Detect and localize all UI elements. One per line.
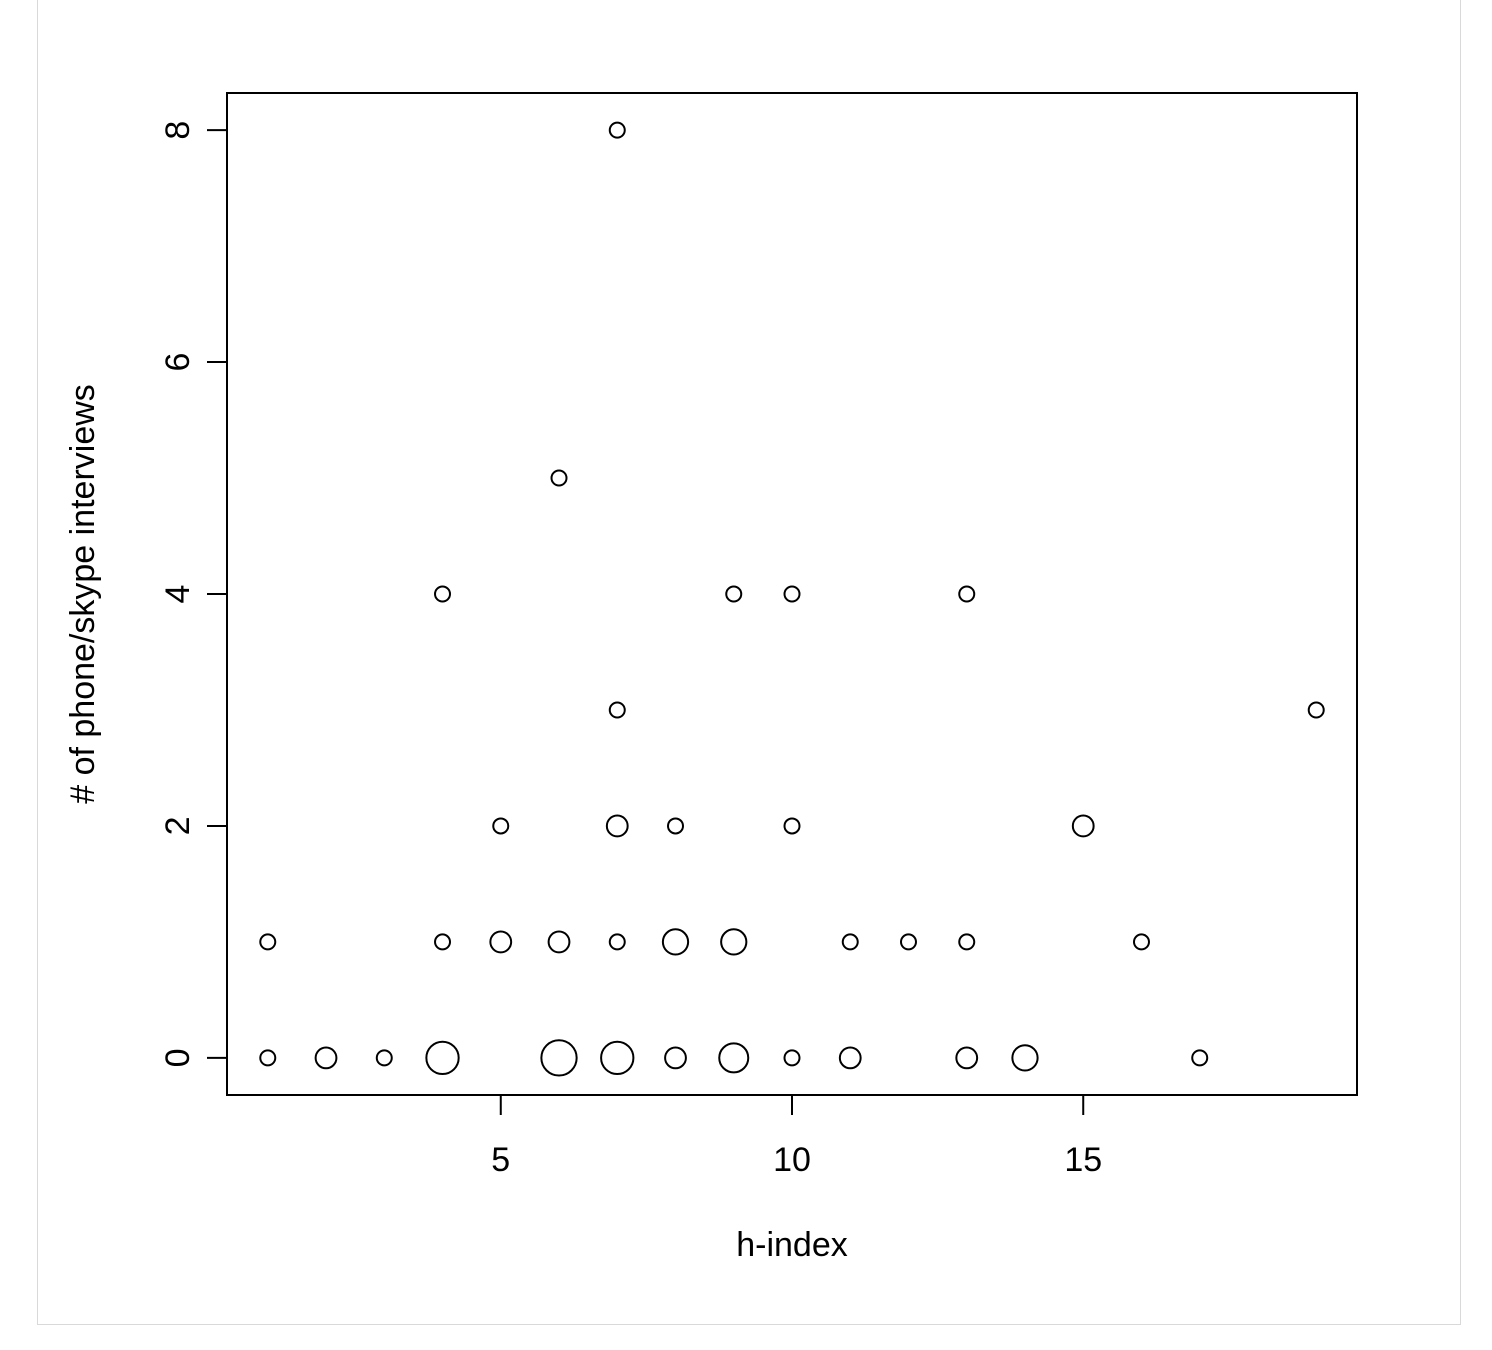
x-tick-label: 5 — [491, 1141, 510, 1179]
data-point — [434, 585, 452, 603]
data-point — [259, 1049, 277, 1067]
data-point — [783, 1049, 801, 1067]
data-point — [605, 814, 629, 838]
data-point — [841, 933, 859, 951]
data-point — [725, 585, 743, 603]
x-tick-label: 10 — [773, 1141, 811, 1179]
x-axis-label: h-index — [736, 1226, 848, 1264]
data-point — [608, 121, 626, 139]
figure-frame — [37, 0, 1461, 1325]
data-point — [958, 933, 976, 951]
data-point — [550, 469, 568, 487]
data-point — [540, 1039, 578, 1077]
data-points — [259, 121, 1325, 1077]
data-point — [718, 1042, 750, 1074]
y-axis-label: # of phone/skype interviews — [64, 384, 102, 804]
data-point — [958, 585, 976, 603]
data-point — [608, 933, 626, 951]
data-point — [667, 817, 685, 835]
data-point — [434, 933, 452, 951]
y-tick-label: 8 — [159, 121, 197, 140]
data-point — [720, 928, 748, 956]
data-point — [783, 817, 801, 835]
data-point — [489, 930, 513, 954]
plot-area-box — [226, 92, 1358, 1096]
data-point — [664, 1046, 687, 1070]
data-point — [547, 930, 571, 954]
data-point — [1191, 1049, 1209, 1067]
data-point — [314, 1046, 338, 1070]
data-point — [600, 1040, 635, 1076]
data-point — [375, 1049, 393, 1067]
data-point — [838, 1046, 862, 1070]
data-point — [661, 928, 690, 956]
y-tick-label: 2 — [159, 816, 197, 835]
y-tick-label: 4 — [159, 585, 197, 604]
data-point — [425, 1040, 460, 1076]
data-point — [1071, 814, 1095, 838]
data-point — [492, 817, 510, 835]
data-point — [783, 585, 801, 603]
x-axis: 5 10 15 — [491, 1094, 1102, 1179]
data-point — [1132, 933, 1150, 951]
y-tick-label: 6 — [159, 353, 197, 372]
y-tick-label: 0 — [159, 1048, 197, 1067]
data-point — [608, 701, 626, 719]
data-point — [899, 933, 917, 951]
data-point — [1011, 1044, 1039, 1072]
x-tick-label: 15 — [1064, 1141, 1102, 1179]
data-point — [1307, 701, 1325, 719]
y-axis: 0 2 4 6 8 — [159, 121, 228, 1067]
data-point — [259, 933, 277, 951]
data-point — [955, 1046, 979, 1070]
